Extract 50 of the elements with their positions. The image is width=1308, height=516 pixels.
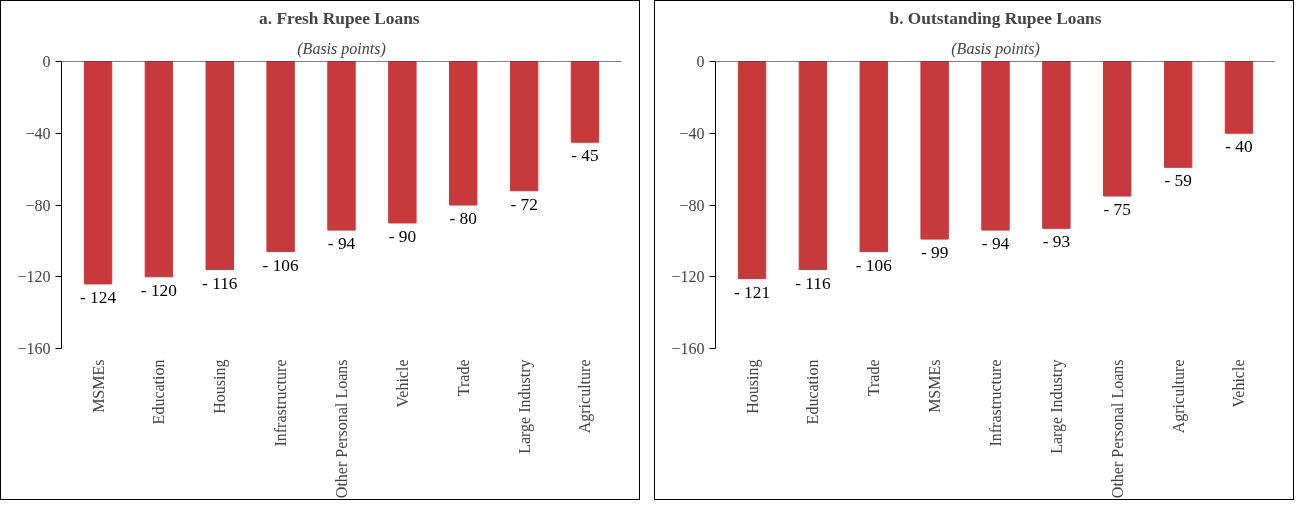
y-tick-label: −40 — [25, 124, 51, 142]
x-tick-label: Trade — [865, 359, 883, 397]
chart-title: b. Outstanding Rupee Loans — [889, 8, 1102, 28]
x-tick-label: Other Personal Loans — [333, 359, 350, 499]
data-label: - 116 — [202, 273, 238, 293]
x-tick-label: Education — [150, 359, 168, 425]
data-label: - 106 — [262, 255, 300, 275]
x-tick-label: Other Personal Loans — [1108, 359, 1126, 499]
x-tick-label: Infrastructure — [987, 359, 1004, 447]
y-tick-label: 0 — [42, 53, 51, 70]
data-label: - 124 — [79, 287, 117, 307]
data-label: - 80 — [449, 209, 477, 228]
data-label: - 121 — [733, 282, 771, 302]
data-label: - 40 — [1225, 137, 1253, 157]
x-tick-label: Housing — [743, 359, 762, 414]
x-tick-label: Education — [804, 359, 822, 425]
x-tick-label: Large Industry — [1047, 359, 1066, 454]
y-tick-label: 0 — [696, 53, 705, 70]
data-label: - 120 — [140, 280, 177, 300]
x-tick-label: Agriculture — [1169, 359, 1188, 434]
data-label: - 90 — [388, 226, 417, 246]
x-tick-label: Infrastructure — [272, 359, 290, 447]
data-label: - 93 — [1042, 232, 1071, 252]
data-label: - 72 — [510, 194, 538, 214]
data-label: - 116 — [795, 273, 831, 293]
data-label: - 45 — [571, 146, 599, 166]
y-tick-label: −160 — [17, 340, 51, 357]
x-tick-label: Large Industry — [515, 359, 534, 454]
data-label: - 94 — [981, 234, 1010, 254]
chart-title: a. Fresh Rupee Loans — [259, 8, 420, 28]
x-tick-label: Agriculture — [576, 359, 595, 434]
data-label: - 106 — [855, 255, 893, 275]
chart-subtitle: (Basis points) — [951, 39, 1040, 58]
x-tick-label: Vehicle — [393, 359, 411, 408]
chart-subtitle: (Basis points) — [297, 39, 386, 58]
data-label: - 59 — [1164, 171, 1192, 191]
y-tick-label: −80 — [25, 196, 51, 214]
y-tick-label: −40 — [679, 124, 705, 142]
data-label: - 99 — [920, 243, 949, 263]
x-tick-label: Trade — [454, 359, 472, 397]
y-tick-label: −120 — [17, 268, 51, 286]
data-label: - 75 — [1103, 200, 1131, 220]
y-tick-label: −80 — [679, 196, 705, 214]
y-tick-label: −160 — [671, 340, 705, 357]
x-tick-label: MSMEs — [89, 359, 107, 413]
x-tick-label: Vehicle — [1230, 359, 1248, 408]
data-label: - 94 — [327, 234, 356, 254]
x-tick-label: Housing — [211, 359, 230, 414]
y-tick-label: −120 — [671, 268, 705, 286]
x-tick-label: MSMEs — [926, 359, 944, 413]
